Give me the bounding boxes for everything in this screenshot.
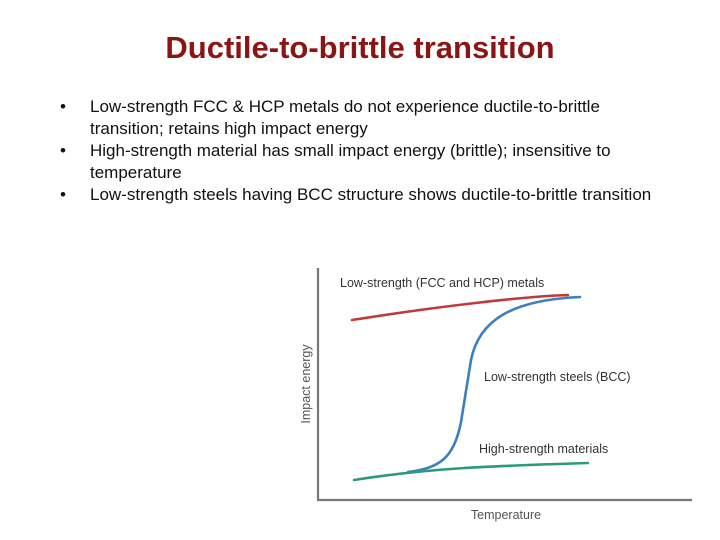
bullet-text: Low-strength FCC & HCP metals do not exp… — [90, 97, 600, 138]
curve-high-strength — [352, 461, 590, 482]
x-axis-label: Temperature — [471, 508, 541, 522]
bullet-item: • High-strength material has small impac… — [56, 140, 676, 184]
bullet-glyph: • — [60, 141, 66, 160]
bullet-item: • Low-strength FCC & HCP metals do not e… — [56, 96, 676, 140]
y-axis-label: Impact energy — [299, 344, 313, 424]
bullet-item: • Low-strength steels having BCC structu… — [56, 184, 676, 206]
transition-diagram: Impact energy Temperature Low-strength (… — [290, 260, 710, 530]
bullet-text: High-strength material has small impact … — [90, 141, 611, 182]
slide-title: Ductile-to-brittle transition — [165, 30, 555, 65]
curve-bcc-steels — [406, 295, 582, 474]
curve-label-fcc-hcp: Low-strength (FCC and HCP) metals — [340, 276, 544, 290]
transition-diagram-svg: Impact energy Temperature Low-strength (… — [299, 268, 692, 522]
bullet-list: • Low-strength FCC & HCP metals do not e… — [56, 96, 676, 206]
curve-fcc-hcp — [350, 293, 570, 322]
bullet-text: Low-strength steels having BCC structure… — [90, 185, 652, 204]
bullet-glyph: • — [60, 185, 66, 204]
curve-label-bcc-steels: Low-strength steels (BCC) — [484, 370, 631, 384]
bullet-glyph: • — [60, 97, 66, 116]
curve-label-high-strength: High-strength materials — [479, 442, 608, 456]
